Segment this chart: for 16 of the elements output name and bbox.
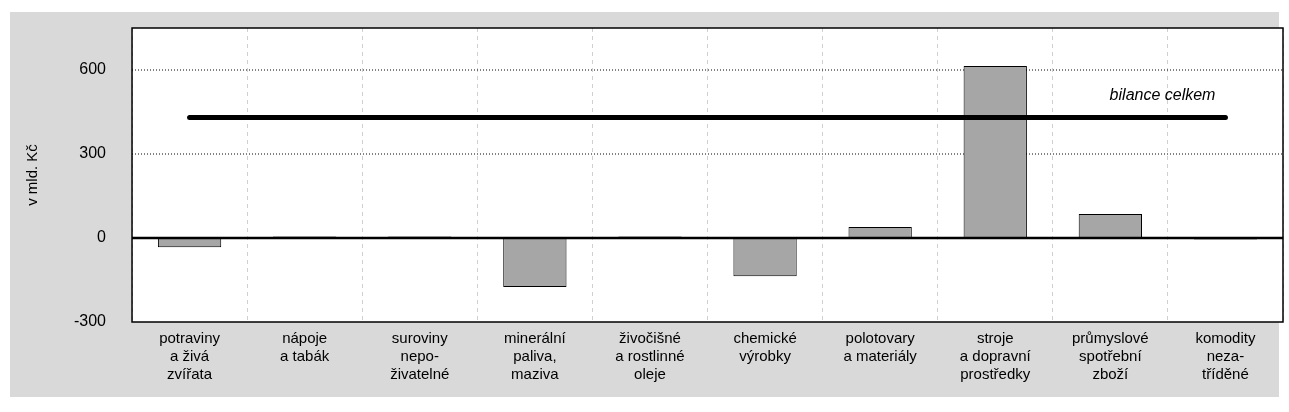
x-tick-label: potraviny a živá zvířata (159, 329, 221, 383)
ref-line-label: bilance celkem (1109, 86, 1216, 104)
x-tick-label: chemické výrobky (733, 329, 797, 365)
x-tick-label: průmyslové spotřební zboží (1072, 329, 1149, 383)
x-tick-label: živočišné a rostlinné oleje (615, 329, 685, 383)
x-tick-label: komodity neza- tříděné (1195, 329, 1256, 383)
y-tick-label: 300 (79, 144, 107, 162)
x-tick-label: stroje a dopravní prostředky (959, 329, 1032, 383)
y-tick-label: 600 (79, 60, 107, 78)
x-tick-label: polotovary a materiály (843, 329, 918, 365)
y-tick-label: 0 (97, 228, 107, 246)
y-tick-label: -300 (73, 312, 107, 330)
x-tick-label: nápoje a tabák (280, 329, 330, 365)
y-axis-title: v mld. Kč (23, 143, 41, 206)
x-tick-label: suroviny nepo- živatelné (390, 329, 450, 383)
x-tick-label: minerální paliva, maziva (504, 329, 567, 383)
